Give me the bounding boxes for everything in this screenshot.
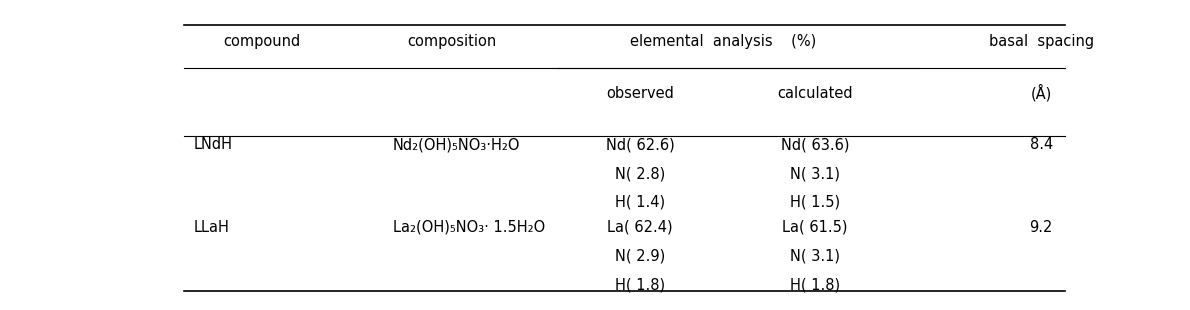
Text: elemental  analysis    (%): elemental analysis (%): [631, 34, 816, 49]
Text: 8.4: 8.4: [1029, 137, 1053, 153]
Text: compound: compound: [224, 34, 300, 49]
Text: H( 1.8): H( 1.8): [615, 277, 665, 292]
Text: N( 3.1): N( 3.1): [790, 166, 840, 181]
Text: N( 2.9): N( 2.9): [615, 248, 665, 264]
Text: H( 1.8): H( 1.8): [790, 277, 840, 292]
Text: La( 62.4): La( 62.4): [607, 220, 674, 235]
Text: Nd( 63.6): Nd( 63.6): [781, 137, 850, 153]
Text: observed: observed: [606, 86, 675, 100]
Text: H( 1.5): H( 1.5): [790, 195, 840, 210]
Text: La₂(OH)₅NO₃· 1.5H₂O: La₂(OH)₅NO₃· 1.5H₂O: [393, 220, 545, 235]
Text: basal  spacing: basal spacing: [989, 34, 1094, 49]
Text: LNdH: LNdH: [194, 137, 233, 153]
Text: calculated: calculated: [777, 86, 853, 100]
Text: (Å): (Å): [1031, 84, 1052, 102]
Text: LLaH: LLaH: [194, 220, 230, 235]
Text: N( 3.1): N( 3.1): [790, 248, 840, 264]
Text: composition: composition: [407, 34, 497, 49]
Text: H( 1.4): H( 1.4): [615, 195, 665, 210]
Text: Nd( 62.6): Nd( 62.6): [606, 137, 675, 153]
Text: La( 61.5): La( 61.5): [782, 220, 848, 235]
Text: N( 2.8): N( 2.8): [615, 166, 665, 181]
Text: 9.2: 9.2: [1029, 220, 1053, 235]
Text: Nd₂(OH)₅NO₃·H₂O: Nd₂(OH)₅NO₃·H₂O: [393, 137, 520, 153]
